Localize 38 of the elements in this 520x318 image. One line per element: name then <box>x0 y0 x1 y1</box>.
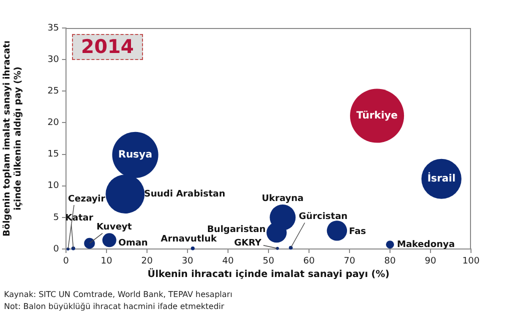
text: Not: Balon büyüklüğü ihracat hacmini ifade etmektedir <box>4 301 226 313</box>
y-axis-title: Bölgenin toplam imalat sanayi ihracatı içinde ülkenin aldığı pay (%) <box>2 40 24 236</box>
series-label: Kuveyt <box>96 222 133 233</box>
x-tick-label: 30 <box>182 256 194 267</box>
x-tick-label: 10 <box>100 256 112 267</box>
series-label: Oman <box>118 238 148 249</box>
x-axis-title: Ülkenin ihracatı içinde imalat sanayi payı (%) <box>148 268 390 280</box>
y-tick-label: 5 <box>53 212 59 223</box>
x-tick-label: 100 <box>462 256 480 267</box>
x-tick-label: 40 <box>222 256 234 267</box>
series-label: Rusya <box>118 150 152 161</box>
series-label: Makedonya <box>397 240 455 250</box>
series-label: Arnavutluk <box>160 234 218 245</box>
text: Cezayir <box>68 194 106 204</box>
y-tick-label: 0 <box>53 244 60 254</box>
y-tick-label: 10 <box>48 181 60 192</box>
series-label: Suudi Arabistan <box>144 189 226 200</box>
text: 2014 <box>72 34 143 60</box>
x-tick-label: 0 <box>63 256 70 267</box>
y-tick-label: 35 <box>48 23 59 34</box>
x-tick-label: 20 <box>141 256 153 267</box>
series-label: Bulgaristan <box>207 224 266 235</box>
series-label: GKRY <box>234 238 262 249</box>
x-tick-label: 80 <box>384 256 396 267</box>
y-tick-label: 25 <box>48 86 59 96</box>
series-label: Ukrayna <box>262 194 304 204</box>
text: Gürcistan <box>298 212 348 222</box>
series-label: İsrail <box>427 172 456 185</box>
y-tick-label: 20 <box>48 118 60 128</box>
series-label: Türkiye <box>356 110 398 122</box>
y-tick-label: 15 <box>48 150 59 160</box>
series-label: Fas <box>348 227 366 238</box>
x-tick-label: 90 <box>424 256 436 267</box>
x-tick-label: 50 <box>262 256 274 267</box>
y-tick-label: 30 <box>48 54 60 65</box>
x-tick-label: 60 <box>303 256 315 267</box>
x-tick-label: 70 <box>344 256 356 267</box>
text: Kaynak: SITC UN Comtrade, World Bank, TEPAV hesapları <box>4 289 232 301</box>
